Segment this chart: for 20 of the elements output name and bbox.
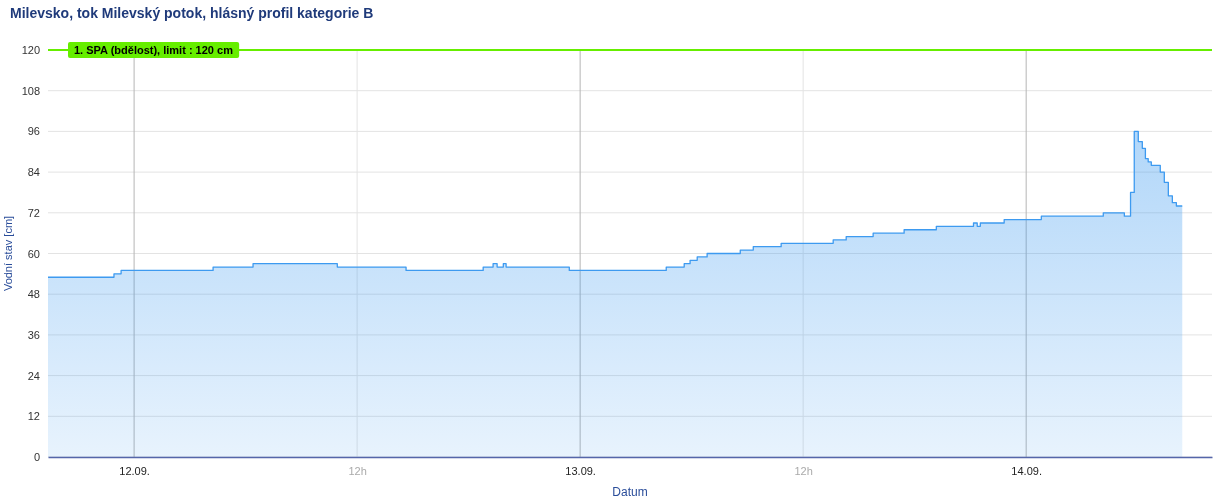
y-tick-label: 120 <box>21 44 40 57</box>
x-axis-title: Datum <box>612 485 648 499</box>
chart-title: Milevsko, tok Milevský potok, hlásný profil kategorie B <box>10 5 374 21</box>
y-tick-label: 36 <box>27 328 40 341</box>
y-tick-label: 48 <box>27 288 40 301</box>
y-tick-label: 24 <box>27 369 40 382</box>
y-tick-label: 60 <box>27 247 40 260</box>
ref-line-label: 1. SPA (bdělost), limit : 120 cm <box>74 44 234 56</box>
y-tick-label: 12 <box>27 410 40 423</box>
x-tick-label: 14.09. <box>1011 464 1042 477</box>
y-tick-label: 108 <box>21 84 40 97</box>
x-tick-label: 12h <box>794 464 813 477</box>
y-tick-label: 96 <box>27 125 40 138</box>
x-tick-label: 12.09. <box>119 464 150 477</box>
y-tick-label: 0 <box>33 451 40 464</box>
y-axis-title: Vodní stav [cm] <box>2 215 14 292</box>
x-tick-label: 13.09. <box>565 464 596 477</box>
y-tick-label: 72 <box>27 206 40 219</box>
y-tick-label: 84 <box>27 166 40 179</box>
x-tick-label: 12h <box>348 464 367 477</box>
